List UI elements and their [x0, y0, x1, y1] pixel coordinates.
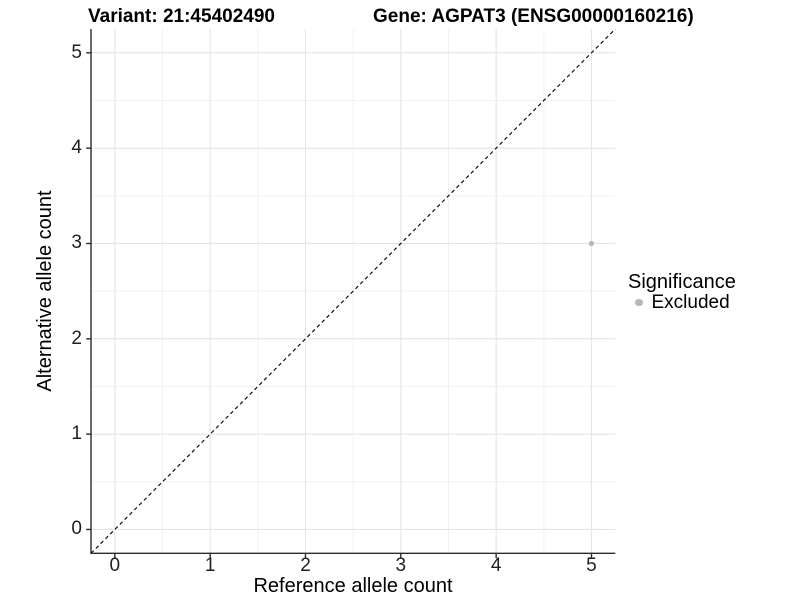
y-tick-label: 5 — [71, 41, 82, 63]
y-tick-label: 2 — [71, 327, 82, 349]
plot-title-variant: Variant: 21:45402490 — [88, 6, 275, 27]
x-tick-label: 0 — [109, 555, 121, 576]
y-tick-label: 4 — [71, 137, 82, 159]
y-tick-label: 0 — [71, 518, 82, 540]
data-point — [588, 240, 595, 247]
x-tick-label: 1 — [204, 555, 216, 576]
identity-dashed-line — [90, 28, 616, 554]
legend-item-label: Excluded — [651, 292, 730, 313]
legend-title: Significance — [628, 271, 736, 293]
x-tick-label: 4 — [490, 555, 502, 576]
legend-item-excluded: Excluded — [628, 293, 800, 312]
legend: Significance Excluded — [628, 271, 800, 312]
y-axis-title: Alternative allele count — [34, 190, 56, 392]
x-tick-label: 2 — [300, 555, 311, 576]
legend-key-dot — [635, 298, 643, 307]
x-axis-title: Reference allele count — [253, 575, 453, 597]
x-tick-label: 5 — [586, 555, 597, 576]
plot-title-gene: Gene: AGPAT3 (ENSG00000160216) — [373, 6, 694, 27]
x-tick-label: 3 — [395, 555, 407, 576]
y-tick-label: 1 — [71, 423, 82, 445]
y-tick-label: 3 — [71, 232, 82, 254]
